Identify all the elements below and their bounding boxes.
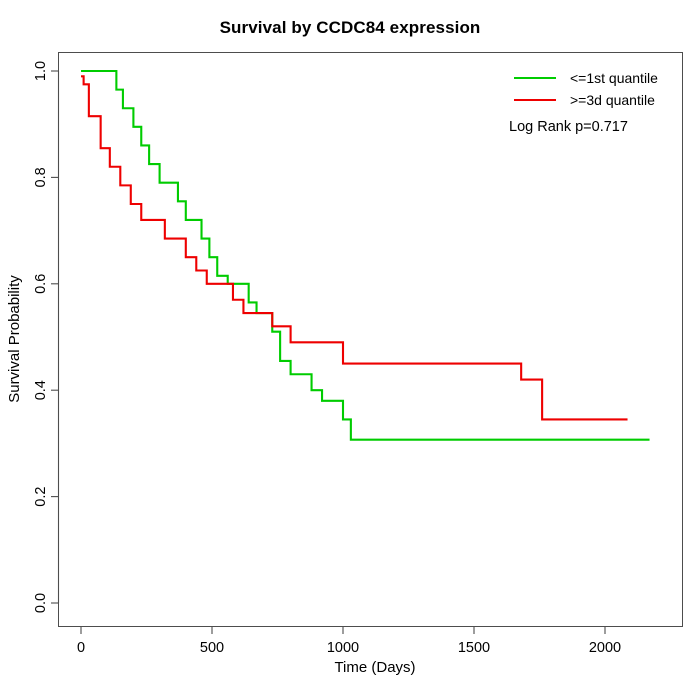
x-axis: 0 500 1000 1500 2000	[77, 625, 621, 656]
x-tick-label: 1500	[458, 640, 490, 656]
legend-label-1st-quantile: <=1st quantile	[570, 70, 658, 86]
x-tick-label: 500	[200, 640, 224, 656]
km-curves	[81, 69, 650, 441]
legend: <=1st quantile >=3d quantile Log Rank p=…	[509, 70, 658, 135]
y-axis: 0.0 0.2 0.4 0.6 0.8 1.0	[33, 61, 60, 613]
plot-frame	[58, 52, 683, 627]
y-axis-title: Survival Probability	[6, 275, 23, 403]
y-tick-label: 1.0	[33, 61, 49, 81]
y-tick-label: 0.4	[33, 380, 49, 400]
x-axis-title: Time (Days)	[334, 659, 415, 676]
y-tick-label: 0.2	[33, 487, 49, 507]
page-title: Survival by CCDC84 expression	[219, 18, 481, 37]
km-curve-low-expression	[81, 69, 650, 441]
legend-label-3d-quantile: >=3d quantile	[570, 92, 655, 108]
x-tick-label: 1000	[327, 640, 359, 656]
y-tick-label: 0.6	[33, 274, 49, 294]
x-tick-label: 2000	[589, 640, 621, 656]
x-tick-label: 0	[77, 640, 85, 656]
y-tick-label: 0.0	[33, 593, 49, 613]
log-rank-pvalue: Log Rank p=0.717	[509, 119, 628, 135]
y-tick-label: 0.8	[33, 167, 49, 187]
km-curve-high-expression	[81, 75, 628, 421]
